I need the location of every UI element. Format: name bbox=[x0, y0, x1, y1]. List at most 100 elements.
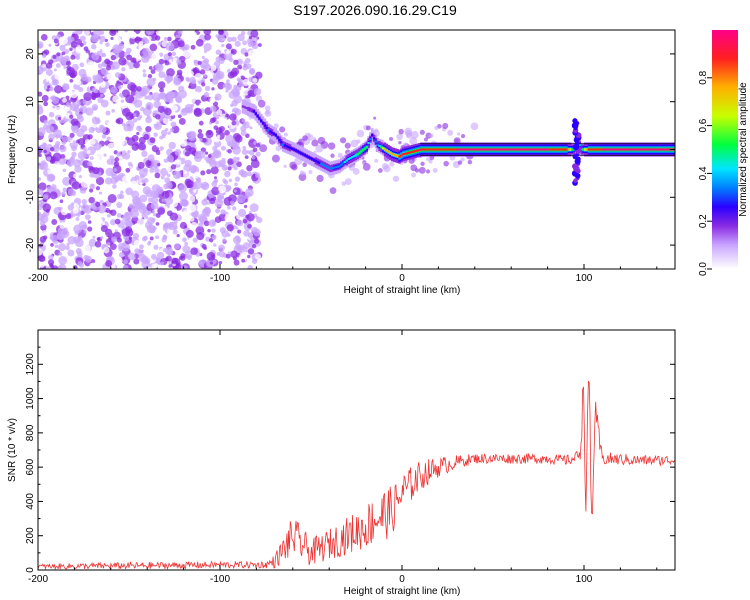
noise-blob bbox=[247, 196, 255, 204]
noise-blob bbox=[207, 70, 214, 77]
noise-blob bbox=[204, 33, 212, 41]
noise-blob bbox=[41, 94, 49, 102]
noise-blob bbox=[171, 257, 178, 265]
noise-blob bbox=[91, 154, 100, 164]
noise-blob bbox=[165, 196, 174, 205]
noise-blob bbox=[95, 201, 101, 207]
noise-blob bbox=[204, 85, 211, 92]
noise-blob bbox=[75, 55, 81, 60]
ridge-segment bbox=[247, 107, 250, 110]
noise-blob bbox=[230, 48, 237, 55]
ridge-halo-blob bbox=[283, 164, 287, 169]
noise-blob bbox=[137, 142, 146, 151]
noise-blob bbox=[153, 100, 161, 109]
ridge-segment bbox=[571, 148, 574, 151]
noise-blob bbox=[98, 218, 103, 223]
noise-blob bbox=[255, 71, 263, 79]
noise-blob bbox=[168, 141, 176, 150]
noise-blob bbox=[188, 133, 196, 142]
ridge-segment bbox=[469, 148, 472, 151]
ridge-segment bbox=[651, 148, 654, 151]
noise-blob bbox=[233, 108, 242, 116]
noise-blob bbox=[199, 261, 203, 265]
noise-blob bbox=[178, 256, 183, 260]
noise-blob bbox=[65, 102, 71, 108]
ridge-halo-blob bbox=[313, 150, 317, 154]
noise-blob bbox=[38, 182, 47, 191]
noise-blob bbox=[72, 192, 76, 196]
noise-blob bbox=[184, 30, 189, 33]
noise-blob bbox=[71, 181, 81, 190]
ridge-segment bbox=[560, 148, 563, 151]
ridge-segment bbox=[360, 150, 363, 153]
noise-blob bbox=[163, 248, 167, 253]
noise-blob bbox=[133, 61, 140, 69]
noise-blob bbox=[226, 261, 235, 269]
ridge-segment bbox=[472, 148, 476, 151]
noise-blob bbox=[75, 30, 83, 35]
noise-blob bbox=[163, 225, 168, 230]
ridge-segment bbox=[341, 162, 345, 165]
noise-blob bbox=[188, 204, 197, 213]
noise-blob bbox=[119, 93, 123, 97]
noise-blob bbox=[257, 43, 262, 47]
noise-blob bbox=[197, 132, 204, 139]
ridge-segment bbox=[349, 157, 352, 160]
noise-blob bbox=[88, 196, 95, 204]
noise-blob bbox=[152, 191, 160, 199]
ridge-segment bbox=[392, 153, 396, 156]
noise-blob bbox=[166, 154, 174, 163]
noise-blob bbox=[48, 111, 55, 118]
ridge-segment bbox=[422, 148, 425, 151]
noise-blob bbox=[85, 54, 90, 59]
ridge-segment bbox=[452, 148, 456, 151]
noise-blob bbox=[232, 235, 242, 245]
noise-blob bbox=[249, 203, 259, 213]
ridge-segment bbox=[498, 148, 501, 151]
x-tick-label: 0 bbox=[399, 273, 405, 284]
noise-blob bbox=[237, 229, 242, 234]
noise-blob bbox=[206, 169, 212, 175]
ridge-segment bbox=[627, 148, 631, 151]
noise-blob bbox=[225, 114, 229, 118]
ridge-segment bbox=[389, 151, 392, 155]
ridge-halo-blob bbox=[389, 136, 394, 142]
noise-blob bbox=[91, 52, 100, 61]
noise-blob bbox=[107, 194, 117, 203]
noise-blob bbox=[91, 96, 95, 100]
noise-blob bbox=[78, 174, 82, 179]
ridge-segment bbox=[607, 148, 611, 151]
noise-blob bbox=[132, 46, 137, 51]
ridge-halo-blob bbox=[419, 129, 425, 135]
noise-blob bbox=[109, 219, 117, 226]
noise-blob bbox=[190, 103, 195, 108]
noise-blob bbox=[54, 244, 59, 248]
ridge-halo-blob bbox=[339, 137, 347, 144]
noise-blob bbox=[224, 213, 233, 223]
ridge-segment bbox=[369, 138, 372, 141]
y-axis-title: SNR (10 * v/v) bbox=[7, 418, 18, 482]
noise-blob bbox=[80, 179, 90, 189]
noise-blob bbox=[173, 187, 180, 194]
noise-blob bbox=[218, 30, 224, 35]
noise-blob bbox=[155, 30, 161, 36]
noise-blob bbox=[194, 91, 201, 98]
y-tick-label: 0 bbox=[25, 146, 36, 152]
noise-blob bbox=[57, 116, 62, 121]
noise-blob bbox=[139, 194, 148, 203]
noise-blob bbox=[89, 172, 95, 178]
noise-blob bbox=[249, 126, 253, 130]
ridge-segment bbox=[540, 148, 543, 151]
noise-blob bbox=[69, 157, 75, 163]
ridge-segment bbox=[551, 148, 554, 151]
noise-blob bbox=[226, 224, 234, 232]
noise-blob bbox=[242, 40, 248, 46]
noise-blob bbox=[213, 176, 218, 180]
ridge-segment bbox=[380, 146, 383, 149]
ridge-segment bbox=[245, 106, 248, 110]
noise-blob bbox=[171, 51, 177, 57]
noise-blob bbox=[204, 151, 209, 155]
noise-blob bbox=[250, 30, 259, 38]
ridge-halo-blob bbox=[356, 129, 365, 138]
